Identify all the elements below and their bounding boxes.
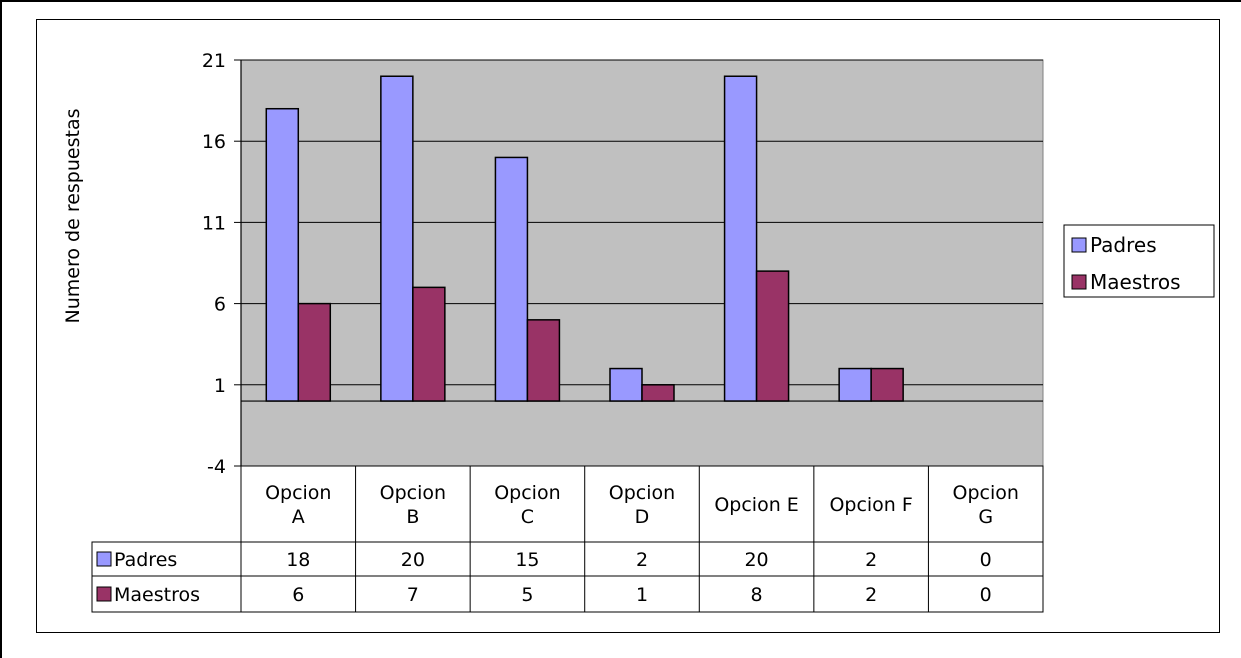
bar-maestros-2 <box>412 286 446 402</box>
y-tick-label: -4 <box>207 456 226 478</box>
category-label: Opcion E <box>714 494 798 516</box>
bar-padres-4 <box>609 367 643 402</box>
table-series-name: Padres <box>114 549 177 571</box>
table-cell: 1 <box>636 584 648 606</box>
bar-maestros-5 <box>755 270 790 402</box>
category-label: Opcion <box>265 482 331 504</box>
bar-maestros-3 <box>526 319 561 402</box>
y-tick-label: 1 <box>214 375 226 397</box>
table-cell: 0 <box>980 584 992 606</box>
table-cell: 0 <box>980 549 992 571</box>
table-cell: 20 <box>744 549 768 571</box>
table-cell: 6 <box>292 584 304 606</box>
category-label: Opcion F <box>829 494 912 516</box>
bar-padres-3 <box>494 156 529 402</box>
y-axis: 21 16 11 6 1 -4 <box>202 50 242 478</box>
table-cell: 7 <box>407 584 419 606</box>
plot-background <box>240 59 1044 467</box>
y-tick-label: 6 <box>214 294 226 316</box>
category-label: Opcion <box>494 482 560 504</box>
category-label: Opcion <box>380 482 446 504</box>
table-cell: 20 <box>401 549 425 571</box>
table-cell: 18 <box>286 549 310 571</box>
legend-swatch-padres <box>1071 237 1087 253</box>
legend-box <box>1063 224 1215 298</box>
table-cell: 5 <box>521 584 533 606</box>
plot-area <box>240 59 1044 467</box>
table-swatch-maestros <box>96 586 112 602</box>
table-cell: 8 <box>751 584 763 606</box>
chart-area <box>36 19 1220 633</box>
bar-padres-1 <box>265 107 300 402</box>
table-cell: 2 <box>865 549 877 571</box>
y-tick-label: 16 <box>202 131 226 153</box>
category-label: A <box>292 506 305 528</box>
y-tick-label: 21 <box>202 50 226 72</box>
table-series-name: Maestros <box>114 584 200 606</box>
bar-padres-2 <box>380 75 414 402</box>
legend: Padres Maestros <box>1063 224 1215 298</box>
frame-left-border <box>0 0 2 658</box>
category-label: D <box>635 506 650 528</box>
legend-entry: Padres <box>1090 233 1157 257</box>
category-label: B <box>406 506 419 528</box>
bar-padres-6 <box>838 367 872 402</box>
category-label: C <box>521 506 534 528</box>
table-cell: 2 <box>636 549 648 571</box>
y-axis-title: Numero de respuestas <box>62 109 84 324</box>
bar-padres-5 <box>723 75 758 402</box>
y-tick-label: 11 <box>202 212 226 234</box>
table-outline <box>240 465 1044 613</box>
legend-entry: Maestros <box>1090 270 1181 294</box>
category-label: Opcion <box>953 482 1019 504</box>
category-label: G <box>978 506 993 528</box>
bar-maestros-4 <box>641 384 675 402</box>
table-cell: 2 <box>865 584 877 606</box>
category-label: Opcion <box>609 482 675 504</box>
frame-top-border <box>0 0 1241 2</box>
bar-maestros-6 <box>870 367 904 402</box>
bar-maestros-1 <box>297 302 332 402</box>
table-swatch-padres <box>96 551 112 567</box>
table-cell: 15 <box>515 549 539 571</box>
legend-swatch-maestros <box>1071 274 1087 290</box>
